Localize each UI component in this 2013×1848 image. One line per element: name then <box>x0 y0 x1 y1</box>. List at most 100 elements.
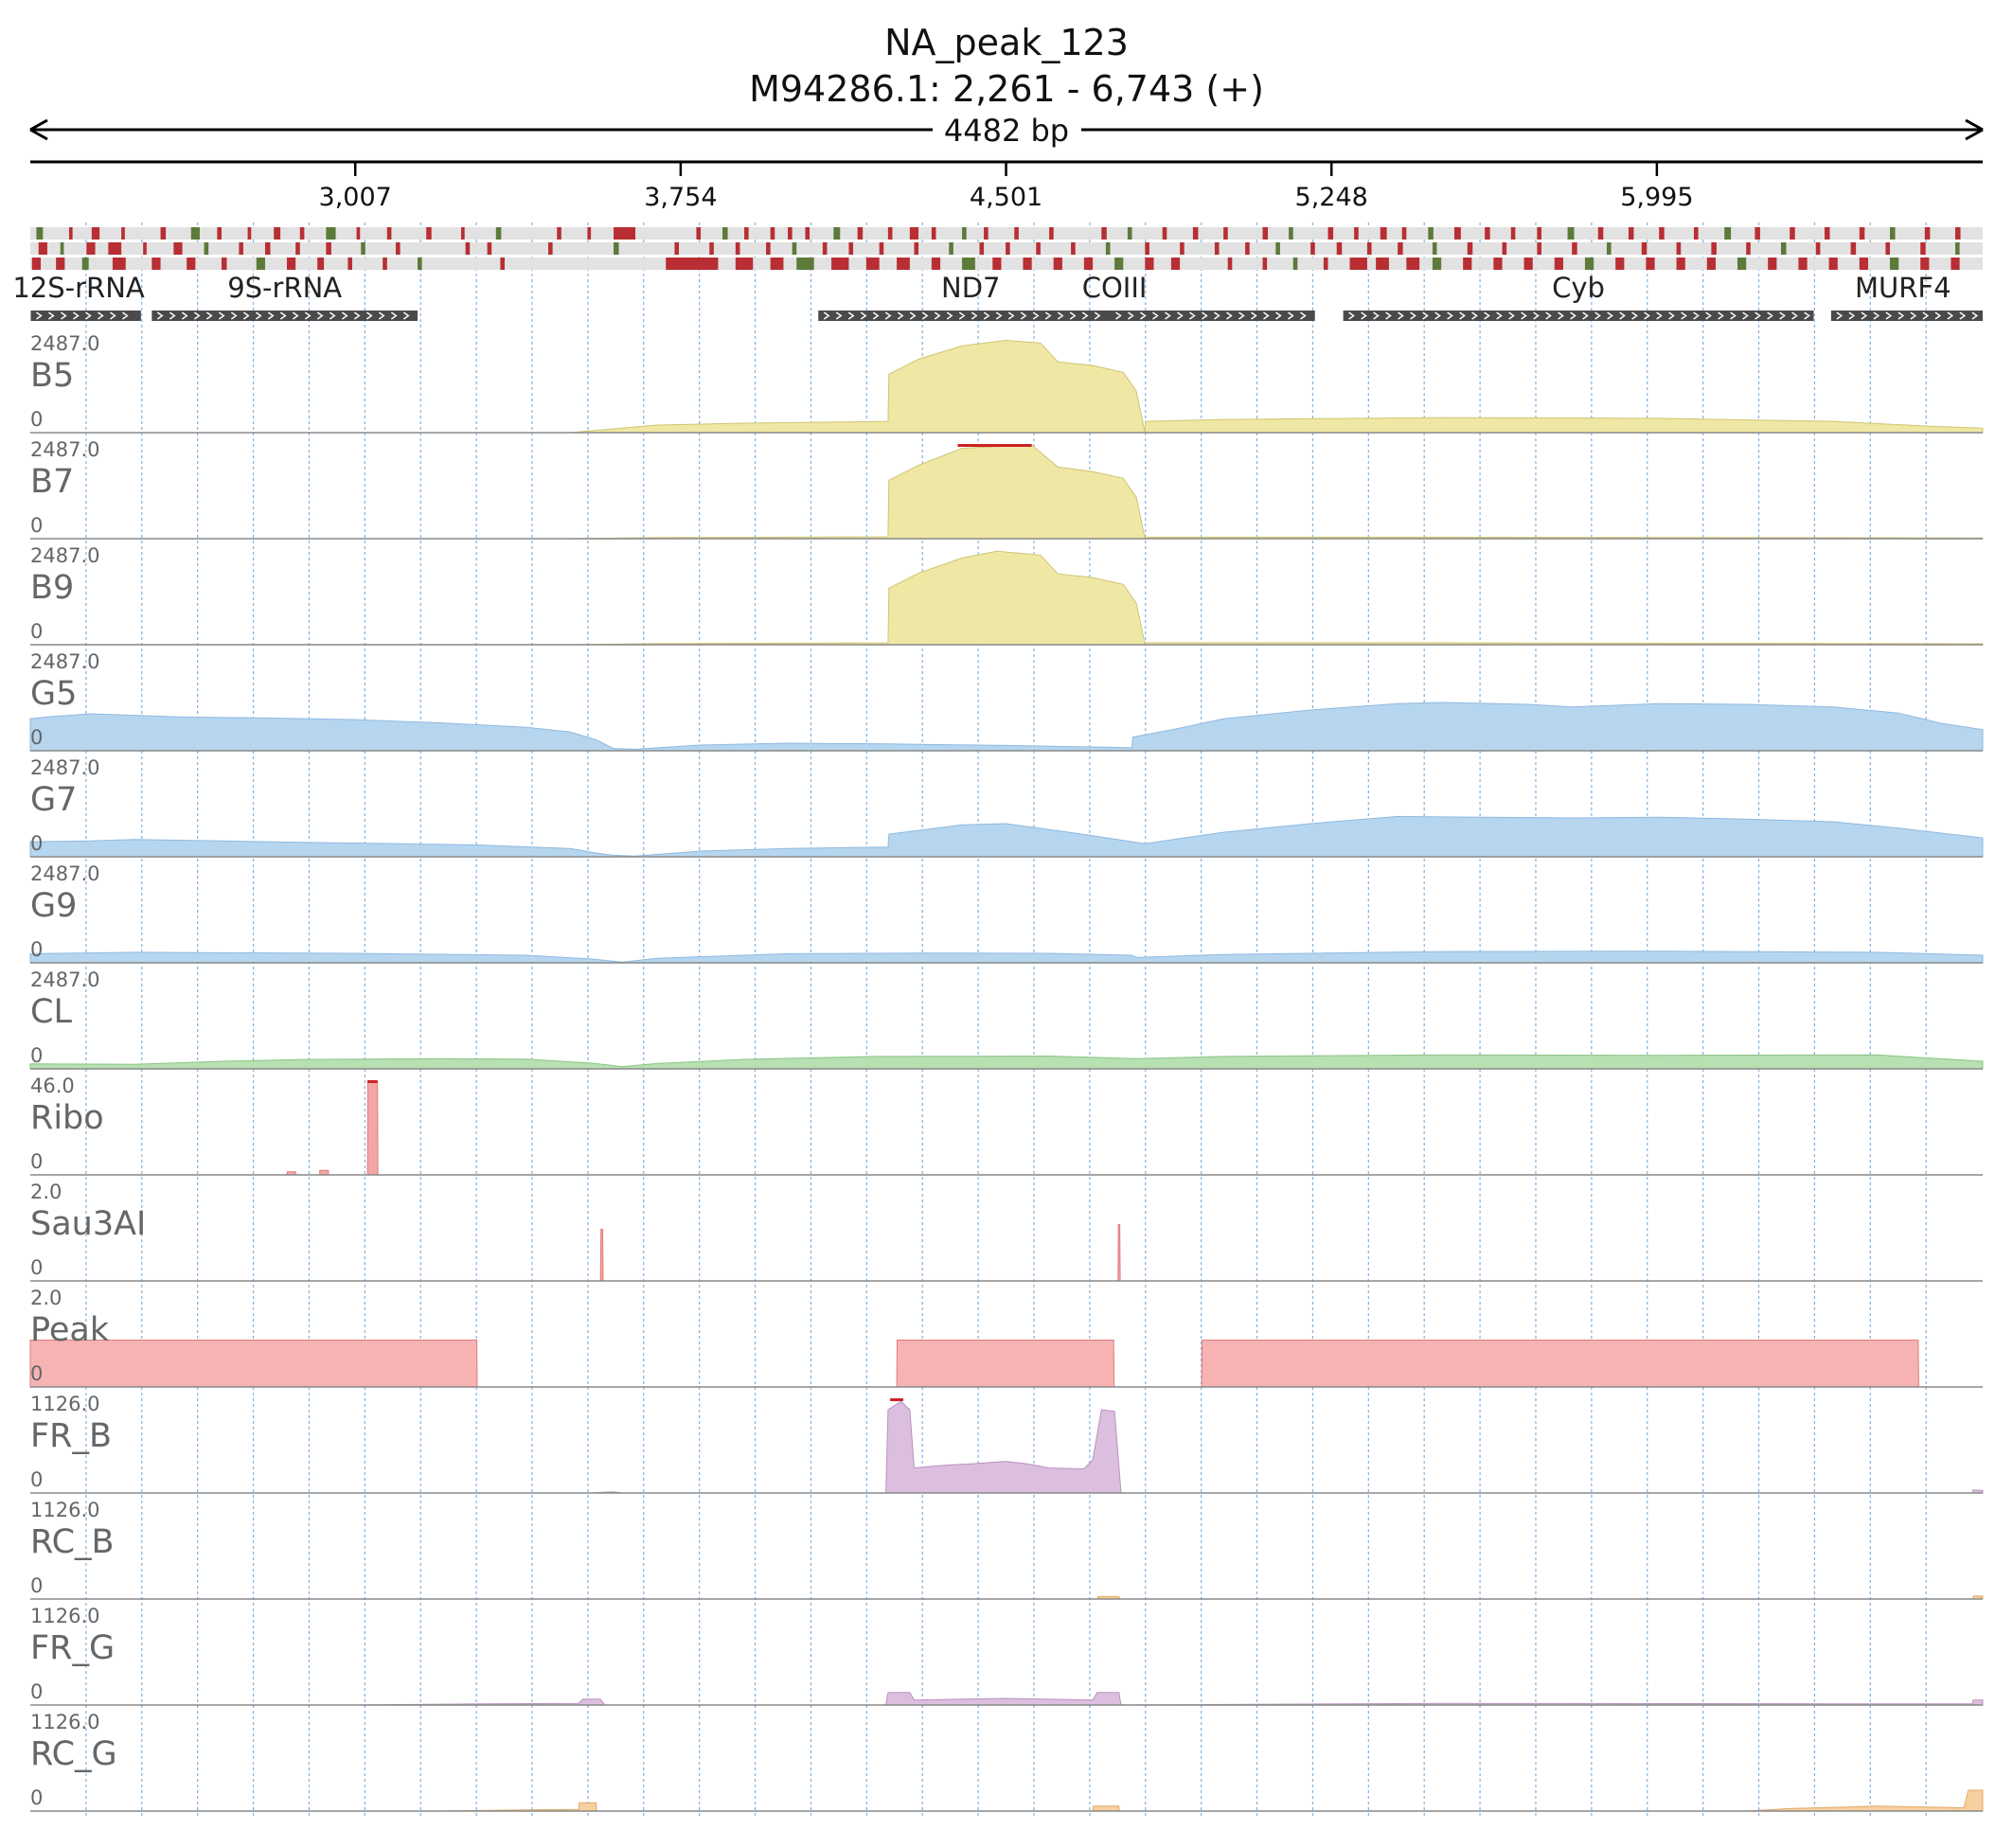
chart-subtitle: M94286.1: 2,261 - 6,743 (+) <box>749 68 1264 110</box>
track-min-label: 0 <box>30 832 43 855</box>
track-max-label: 46.0 <box>30 1075 75 1097</box>
mutation-mark <box>91 227 100 240</box>
mutation-mark <box>1180 242 1185 255</box>
mutation-tracks <box>30 227 1983 270</box>
mutation-mark <box>587 227 592 240</box>
gene-label: 12S-rRNA <box>12 272 145 304</box>
mutation-mark <box>796 258 814 270</box>
mutation-mark <box>221 258 227 270</box>
mutation-mark <box>1859 227 1865 240</box>
mutation-mark <box>614 227 636 240</box>
mutation-mark <box>60 242 64 255</box>
mutation-mark <box>1398 242 1403 255</box>
gene-label: 9S-rRNA <box>227 272 342 304</box>
coverage-track: 2487.0B7 0 <box>30 438 1984 541</box>
mutation-mark <box>1890 227 1896 240</box>
mutation-mark <box>217 227 222 240</box>
mutation-mark <box>1641 242 1648 255</box>
mutation-mark <box>1768 258 1777 270</box>
mutation-mark <box>1406 258 1420 270</box>
coverage-area <box>30 550 1984 646</box>
mutation-mark <box>1755 227 1760 240</box>
gene-label: Cyb <box>1552 272 1605 304</box>
mutation-mark <box>735 258 754 270</box>
mutation-mark <box>68 227 73 240</box>
mutation-mark <box>386 227 392 240</box>
mutation-mark <box>190 227 200 240</box>
mutation-mark <box>1502 242 1507 255</box>
mutation-mark <box>805 227 811 240</box>
mutation-mark <box>1537 227 1541 240</box>
mutation-mark <box>426 227 432 240</box>
coverage-area <box>30 1080 1983 1176</box>
gene-bar <box>30 311 141 321</box>
mutation-mark <box>1885 242 1891 255</box>
coverage-track: 1126.0RC_B 0 <box>30 1499 1984 1600</box>
mutation-mark <box>1101 227 1107 240</box>
mutation-mark <box>1170 258 1181 270</box>
mutation-mark <box>992 258 1002 270</box>
mutation-mark <box>1646 258 1655 270</box>
mutation-mark <box>557 227 561 240</box>
mutation-row-background <box>30 227 1983 240</box>
mutation-mark <box>1323 258 1328 270</box>
mutation-mark <box>931 227 936 240</box>
mutation-mark <box>1780 242 1787 255</box>
coverage-track: 2487.0G7 0 <box>29 756 1984 858</box>
mutation-mark <box>264 242 271 255</box>
mutation-mark <box>1467 242 1473 255</box>
mutation-mark <box>931 258 941 270</box>
mutation-mark <box>914 242 919 255</box>
mutation-mark <box>962 258 975 270</box>
track-min-label: 0 <box>30 1468 43 1491</box>
mutation-mark <box>1327 227 1334 240</box>
mutation-mark <box>979 242 985 255</box>
span-indicator: 4482 bp <box>29 113 1984 149</box>
mutation-mark <box>1615 258 1625 270</box>
mutation-mark <box>121 227 125 240</box>
mutation-mark <box>962 227 967 240</box>
mutation-mark <box>614 242 619 255</box>
gene-feature: MURF4 <box>1830 272 1983 321</box>
mutation-mark <box>1380 227 1387 240</box>
mutation-mark <box>1127 227 1132 240</box>
coverage-area <box>29 1054 1984 1070</box>
mutation-mark <box>1227 258 1233 270</box>
mutation-mark <box>347 258 352 270</box>
mutation-mark <box>1924 227 1931 240</box>
coverage-area <box>29 951 1984 964</box>
mutation-mark <box>1955 242 1960 255</box>
track-min-label: 0 <box>30 726 43 749</box>
coverage-track: 1126.0FR_B 0 <box>30 1393 1984 1494</box>
track-name: FR_B <box>30 1417 112 1455</box>
mutation-mark <box>143 242 147 255</box>
mutation-mark <box>1432 242 1437 255</box>
mutation-mark <box>1223 227 1228 240</box>
mutation-mark <box>500 258 506 270</box>
mutation-mark <box>1071 242 1076 255</box>
track-min-label: 0 <box>30 1574 43 1597</box>
mutation-mark <box>1920 242 1926 255</box>
gene-feature: 9S-rRNA <box>151 272 418 321</box>
gene-feature: Cyb <box>1343 272 1814 321</box>
mutation-mark <box>395 242 401 255</box>
mutation-mark <box>1292 258 1298 270</box>
chart-title: NA_peak_123 <box>884 22 1129 63</box>
track-name: B9 <box>30 569 74 607</box>
mutation-mark <box>326 227 336 240</box>
track-max-label: 2487.0 <box>30 968 99 991</box>
track-max-label: 1126.0 <box>30 1393 99 1415</box>
track-max-label: 2487.0 <box>30 332 99 355</box>
mutation-mark <box>865 258 880 270</box>
mutation-mark <box>1023 258 1032 270</box>
mutation-mark <box>879 242 884 255</box>
mutation-mark <box>295 242 300 255</box>
strand-chevron-icon <box>36 311 129 320</box>
mutation-mark <box>674 242 680 255</box>
mutation-mark <box>833 227 841 240</box>
mutation-mark <box>1485 227 1490 240</box>
right-arrow-icon <box>1965 118 1984 141</box>
mutation-mark <box>160 227 167 240</box>
